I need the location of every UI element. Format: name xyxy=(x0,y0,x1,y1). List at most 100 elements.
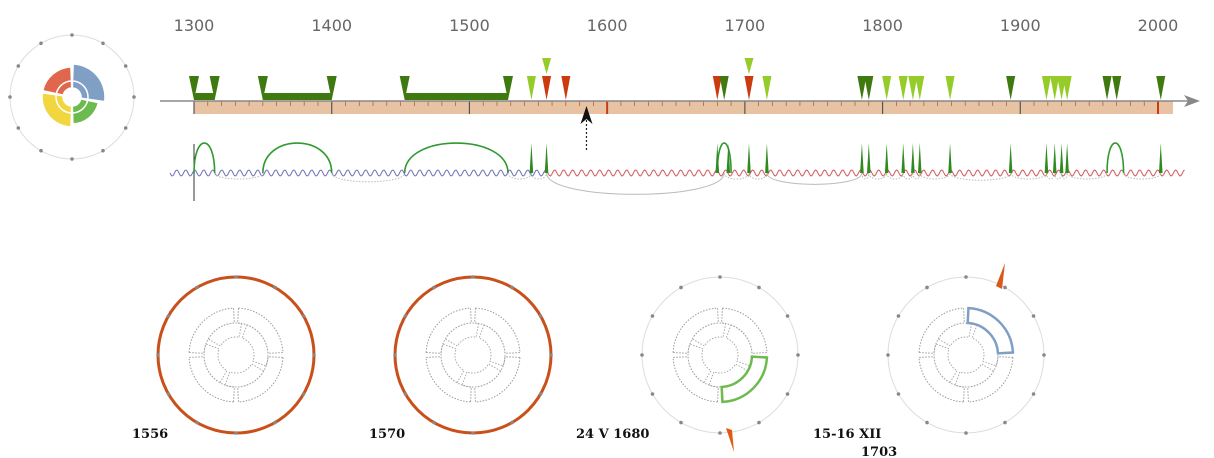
glyph-inner-segment xyxy=(708,363,749,388)
ring-dot xyxy=(166,392,171,396)
ring-dot xyxy=(1031,392,1036,396)
event-spike xyxy=(911,143,915,173)
overview-sector-red xyxy=(41,66,73,97)
glyph-inner-segment xyxy=(687,343,712,384)
glyph-outer-segment xyxy=(672,307,719,354)
detail-glyph-1570[interactable] xyxy=(393,275,553,435)
event-spike xyxy=(529,143,534,173)
event-spike xyxy=(1059,143,1064,173)
event-marker xyxy=(1050,76,1060,100)
upper-arc xyxy=(1106,142,1125,174)
event-spikes xyxy=(529,143,1163,173)
event-spike xyxy=(765,143,769,173)
ring-dot xyxy=(925,420,929,425)
ring-dot xyxy=(538,392,543,396)
period-end-marker xyxy=(209,76,220,100)
event-spike xyxy=(726,143,731,173)
ring-dot xyxy=(896,314,901,318)
ring-dot xyxy=(123,64,128,68)
ring-dot xyxy=(757,285,761,290)
glyph-inner-segment xyxy=(478,324,506,367)
interval-arc-diagram xyxy=(169,142,1185,201)
ring-dot xyxy=(964,431,968,435)
detail-glyph-1556[interactable] xyxy=(156,275,316,435)
overview-outer-ring xyxy=(9,34,135,160)
overview-sector-blue xyxy=(71,63,106,103)
upper-arc xyxy=(403,142,509,174)
ring-dot xyxy=(1003,420,1007,425)
ring-dot xyxy=(16,64,21,68)
ring-dot xyxy=(39,148,43,153)
ring-dot xyxy=(925,285,929,290)
ring-dot xyxy=(16,126,21,130)
wave-line-red xyxy=(546,169,1185,177)
year-label: 1300 xyxy=(174,16,215,35)
event-marker xyxy=(542,76,552,100)
event-spike xyxy=(1008,143,1013,173)
ring-dot xyxy=(70,157,74,161)
event-spike xyxy=(1065,143,1069,173)
lower-arc xyxy=(1123,172,1162,180)
glyph-inner-segment xyxy=(725,324,753,367)
year-pointer[interactable] xyxy=(580,106,593,152)
event-marker xyxy=(864,76,874,100)
overview-sector-yellow xyxy=(41,91,73,128)
period-bar xyxy=(262,93,332,100)
event-spike xyxy=(901,143,906,173)
lower-arc xyxy=(748,172,768,180)
event-marker xyxy=(1156,76,1166,100)
timeline: 1300 1400 1500 1600 1700 1800 1900 2000 xyxy=(160,16,1200,152)
event-spike xyxy=(884,143,889,173)
period-start-marker xyxy=(399,76,410,100)
glyph-inner-segment xyxy=(207,322,243,347)
ring-dot xyxy=(234,275,238,279)
ring-dot xyxy=(785,314,790,318)
detail-glyph-1680[interactable] xyxy=(640,275,800,452)
ring-dot xyxy=(510,285,514,290)
glyph-outer-segment xyxy=(967,356,1014,403)
glyph-direction-marker xyxy=(996,263,1005,289)
ring-dot xyxy=(964,275,968,279)
event-spike xyxy=(544,143,549,173)
ring-dot xyxy=(70,33,74,37)
lower-arc xyxy=(861,172,870,180)
period-start-marker xyxy=(189,76,199,100)
ring-dot xyxy=(273,285,277,290)
ring-dot xyxy=(312,353,316,357)
ring-dot xyxy=(101,148,105,153)
event-marker xyxy=(945,76,955,100)
event-spike xyxy=(1044,143,1049,173)
glyph-inner-segment xyxy=(203,343,228,384)
period-end-marker xyxy=(502,76,513,100)
year-label: 1400 xyxy=(311,16,352,35)
period-markers xyxy=(189,76,513,100)
event-markers xyxy=(526,58,1166,100)
year-axis-labels: 1300 1400 1500 1600 1700 1800 1900 2000 xyxy=(174,16,1179,35)
glyph-label-1703-year: 1703 xyxy=(861,445,897,458)
ring-dot xyxy=(166,314,171,318)
lower-arc xyxy=(507,172,532,180)
lower-interval-arcs xyxy=(214,172,1162,195)
upper-arc xyxy=(193,142,216,174)
ring-dot xyxy=(471,431,475,435)
pointer-arrow-icon xyxy=(580,106,593,124)
glyph-label-1556: 1556 xyxy=(132,427,168,442)
overview-glyph[interactable] xyxy=(8,33,136,161)
lower-arc xyxy=(214,172,264,180)
event-spike xyxy=(1052,143,1057,173)
event-marker xyxy=(898,76,908,100)
event-spike xyxy=(867,143,871,173)
glyph-inner-segment xyxy=(444,322,480,347)
event-marker xyxy=(1062,76,1072,100)
glyph-outer-ring xyxy=(393,275,553,435)
ring-dot xyxy=(640,353,644,357)
event-marker xyxy=(719,76,729,100)
glyph-direction-marker xyxy=(726,428,734,452)
wave-line-blue xyxy=(169,169,547,177)
glyph-outer-ring xyxy=(641,276,799,434)
ring-dot xyxy=(796,353,800,357)
glyph-outer-ring xyxy=(887,276,1045,434)
ring-dot xyxy=(757,420,761,425)
year-label: 1800 xyxy=(862,16,903,35)
detail-glyph-1703[interactable] xyxy=(886,263,1046,435)
